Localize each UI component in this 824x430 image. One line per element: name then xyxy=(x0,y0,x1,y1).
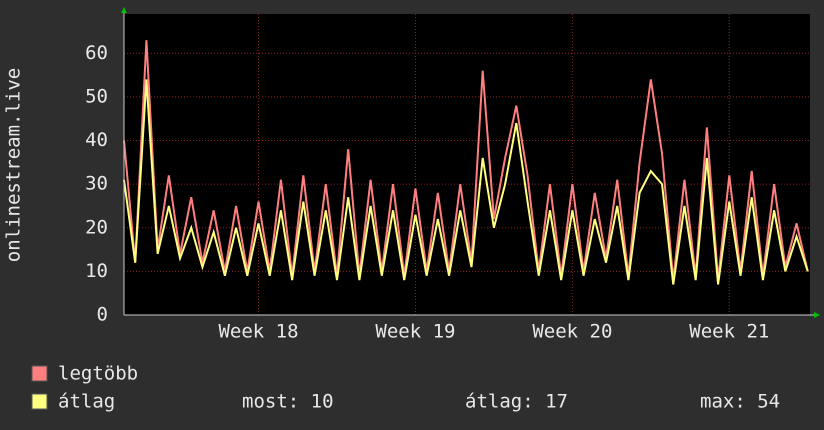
legend-label: átlag xyxy=(58,391,115,413)
x-arrow xyxy=(814,312,820,318)
y-axis-label: onlinestream.live xyxy=(3,68,25,262)
y-arrow xyxy=(121,7,127,13)
y-tick-label: 50 xyxy=(85,85,108,107)
x-tick-label: Week 20 xyxy=(532,321,612,343)
y-tick-label: 0 xyxy=(97,304,108,326)
series-line xyxy=(123,40,809,281)
y-tick-label: 10 xyxy=(85,260,108,282)
stat-label: most: 10 xyxy=(242,391,334,413)
stat-label: átlag: 17 xyxy=(465,391,568,413)
y-tick-label: 20 xyxy=(85,216,108,238)
legend-label: legtöbb xyxy=(58,363,138,385)
x-tick-label: Week 21 xyxy=(689,321,769,343)
x-tick-label: Week 19 xyxy=(375,321,455,343)
series-line xyxy=(123,79,809,285)
legend-swatch xyxy=(31,365,48,382)
y-tick-label: 60 xyxy=(85,42,108,64)
y-tick-label: 40 xyxy=(85,129,108,151)
x-tick-label: Week 18 xyxy=(218,321,298,343)
marks xyxy=(123,14,810,316)
stat-label: max: 54 xyxy=(700,391,780,413)
legend-swatch xyxy=(31,393,48,410)
y-tick-label: 30 xyxy=(85,173,108,195)
